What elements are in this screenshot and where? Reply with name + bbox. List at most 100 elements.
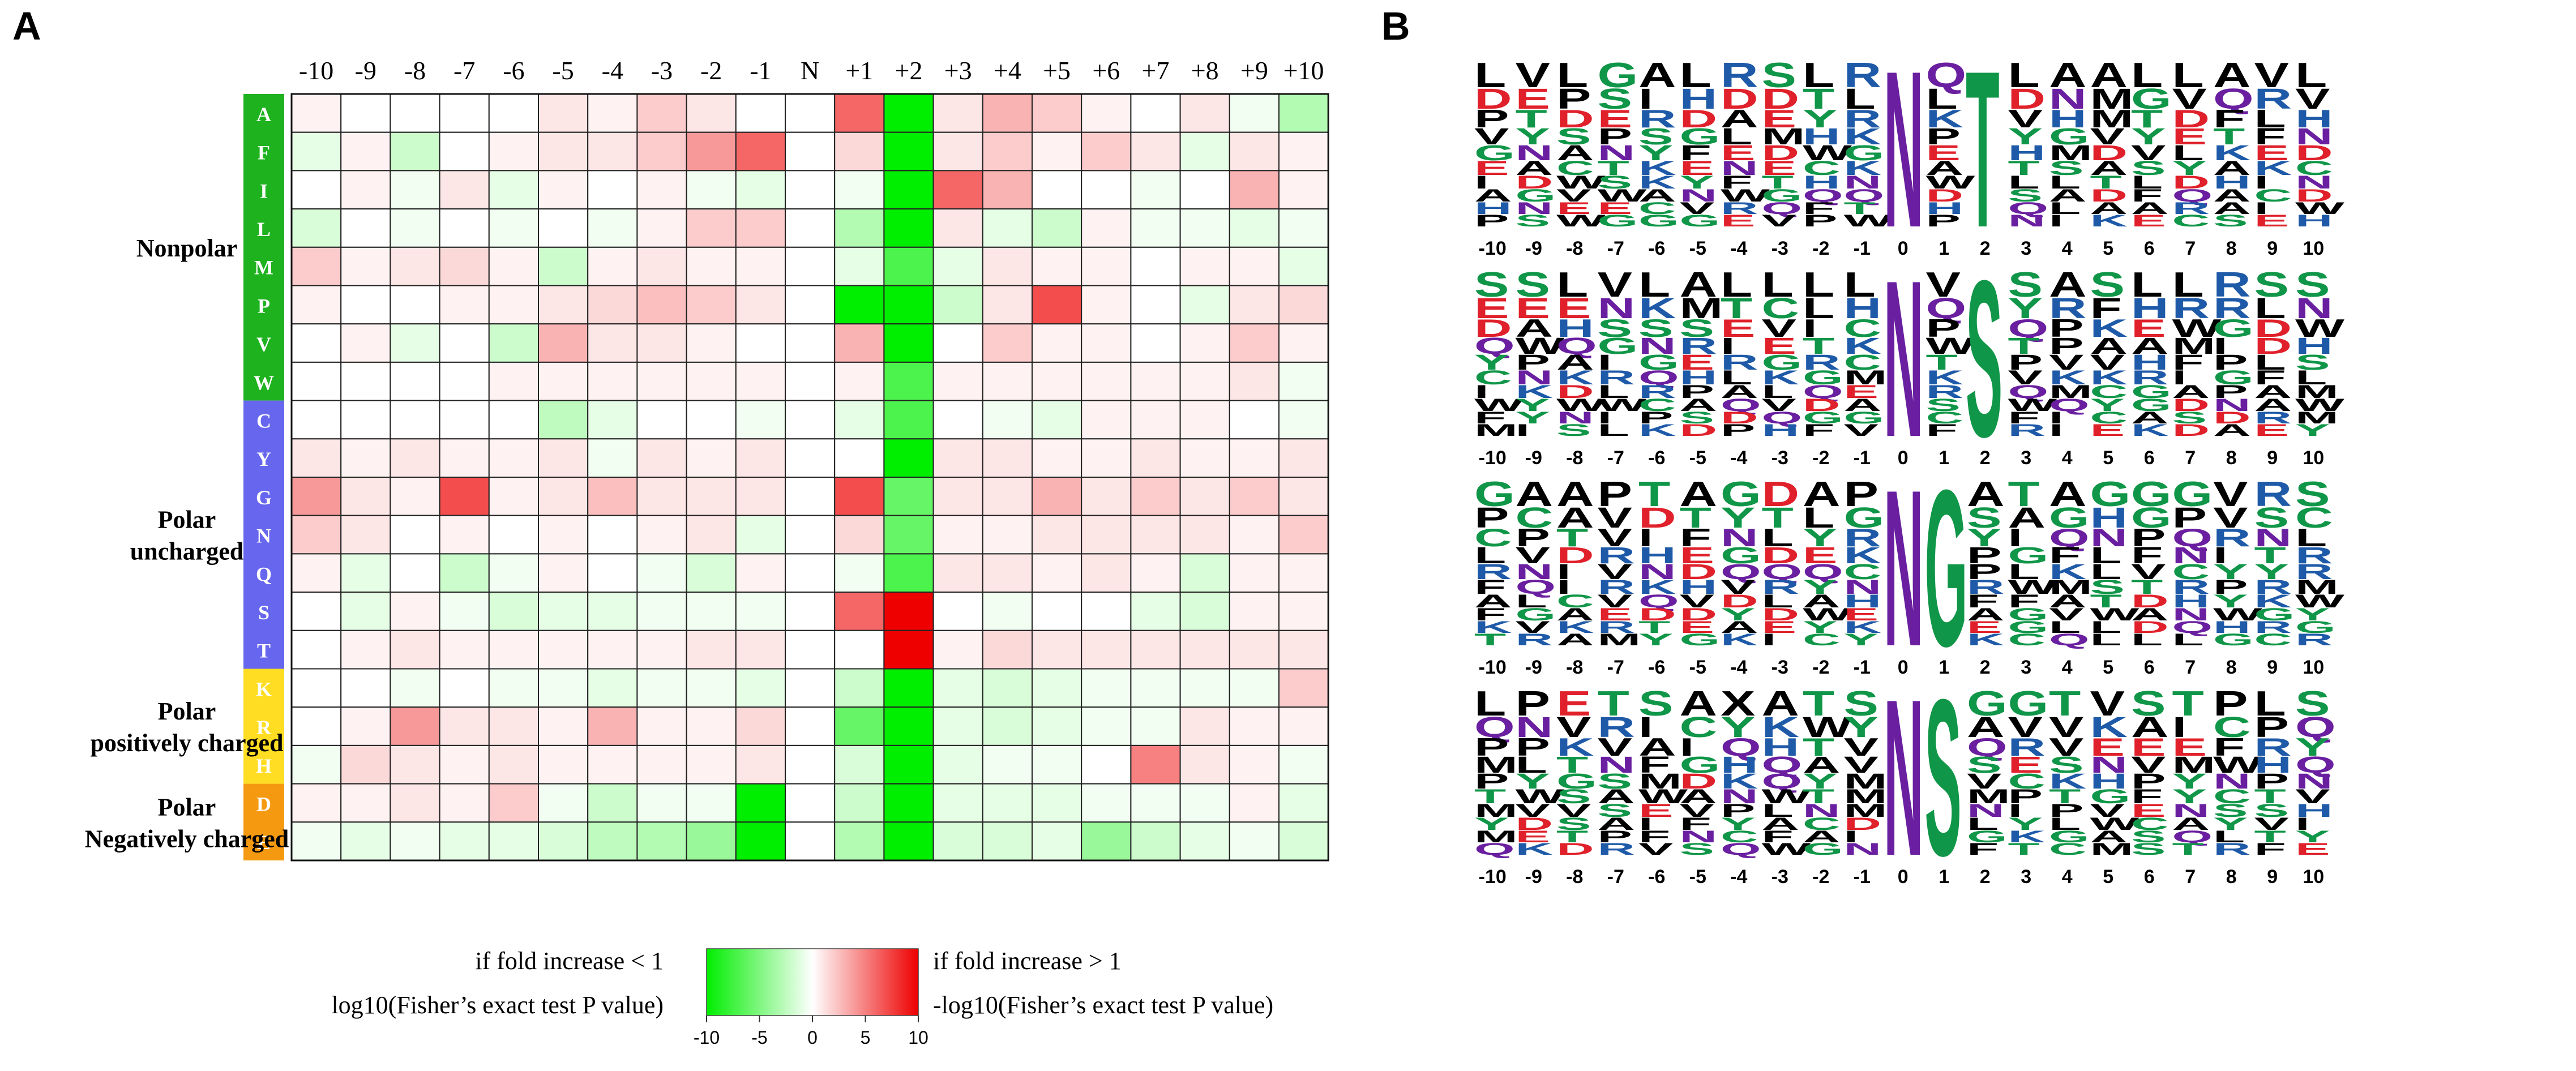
svg-text:S: S [2131, 839, 2166, 858]
heatmap-cell [340, 629, 391, 670]
logo-letter: R [1844, 524, 1882, 552]
logo-letter: W [1516, 333, 1565, 359]
heatmap-cell [932, 246, 983, 286]
logo-letter: X [1721, 684, 1755, 723]
logo-letter: N [2172, 543, 2210, 568]
logo-letter: K [1638, 421, 1676, 439]
logo-letter: H [1556, 314, 1594, 342]
logo-letter: A [2131, 408, 2169, 427]
logo-letter: P [2049, 800, 2083, 821]
logo-letter: Y [1967, 524, 2001, 552]
logo-letter: A [1556, 630, 1594, 649]
logo-letter: P [1926, 314, 1961, 342]
heatmap-cell [439, 170, 490, 210]
heatmap-cell [1278, 400, 1329, 440]
svg-text:G: G [1762, 186, 1803, 205]
logo-letter: H [1680, 82, 1718, 115]
heatmap-cell [439, 438, 490, 478]
logo-letter: H [2172, 590, 2210, 611]
logo-position-label: 8 [2226, 657, 2237, 678]
logo-letter: G [1474, 141, 1515, 165]
logo-letter: V [2172, 82, 2207, 115]
heatmap-cell [439, 744, 490, 785]
logo-letter: L [1762, 265, 1794, 305]
logo-letter: D [2172, 395, 2210, 415]
logo-letter: D [1680, 769, 1718, 793]
logo-letter: M [2090, 82, 2134, 115]
logo-letter: N [1680, 827, 1718, 846]
heatmap-cell [735, 208, 786, 248]
logo-letter: V [1474, 124, 1509, 149]
logo-letter: C [1516, 501, 1554, 534]
heatmap-cell [735, 361, 786, 401]
svg-text:T: T [1803, 82, 1834, 115]
logo-letter: H [2090, 769, 2128, 793]
heatmap-cell [636, 131, 687, 172]
svg-text:Y: Y [1680, 172, 1714, 192]
logo-letter: A [1638, 733, 1676, 761]
heatmap-cell [982, 361, 1033, 401]
heatmap-cell [735, 553, 786, 593]
svg-text:N: N [1844, 839, 1882, 858]
logo-letter: I [1803, 314, 1817, 342]
logo-letter: D [2295, 186, 2333, 205]
logo-letter: F [1638, 827, 1670, 846]
logo-letter: E [1967, 618, 2001, 636]
logo-letter: S [1516, 265, 1550, 305]
logo-letter: I [1762, 630, 1777, 649]
heatmap-cell [1229, 821, 1280, 862]
logo-letter: G [1680, 752, 1721, 778]
logo-letter: N [1638, 560, 1676, 584]
svg-text:W: W [1926, 172, 1976, 192]
logo-letter: H [2131, 350, 2169, 374]
heatmap-cell [982, 323, 1033, 363]
heatmap-cell [291, 744, 342, 785]
logo-letter: V [2131, 560, 2166, 584]
svg-text:V: V [1474, 124, 1509, 149]
svg-text:L: L [2008, 172, 2040, 192]
heatmap-cell [636, 400, 687, 440]
logo-letter: E [2131, 733, 2166, 761]
logo-position-label: -7 [1607, 657, 1624, 678]
logo-letter: K [1926, 366, 1964, 388]
logo-letter: W [1803, 710, 1852, 743]
logo-letter: E [1598, 105, 1632, 133]
logo-letter: A [2049, 590, 2087, 611]
logo-letter: K [1556, 366, 1594, 388]
logo-letter: L [1721, 366, 1752, 388]
heatmap-cell [390, 592, 440, 631]
svg-text:A: A [2049, 55, 2087, 95]
logo-letter: H [1803, 172, 1841, 192]
logo-letter: S [2213, 211, 2248, 230]
logo-letter: T [1966, 24, 2000, 274]
logo-position-label: 0 [1898, 866, 1909, 888]
logo-position-label: 1 [1939, 657, 1949, 678]
logo-letter: W [2295, 395, 2344, 415]
heatmap-cell [982, 783, 1033, 823]
heatmap-cell [1179, 131, 1230, 172]
logo-letter: E [1721, 314, 1755, 342]
logo-letter: I [1474, 172, 1489, 192]
heatmap-cell [340, 515, 391, 555]
logo-letter: Y [1803, 105, 1837, 133]
logo-letter: H [1844, 292, 1882, 324]
logo-letter: V [2213, 474, 2248, 514]
heatmap-cell [982, 246, 1033, 286]
logo-letter: N [2049, 82, 2087, 115]
logo-letter: E [1556, 684, 1591, 723]
heatmap-cell [1081, 592, 1132, 631]
heatmap-cell [883, 821, 934, 862]
logo-letter: P [1474, 501, 1509, 534]
logo-letter: W [1516, 785, 1565, 807]
logo-letter: K [2213, 141, 2251, 165]
svg-text:N: N [1516, 199, 1554, 217]
logo-letter: T [1556, 524, 1588, 552]
logo-position-label: -6 [1648, 447, 1665, 469]
heatmap-cell [488, 93, 539, 133]
logo-letter: A [2172, 381, 2210, 402]
svg-text:I: I [2049, 211, 2064, 230]
heatmap-cell [538, 515, 589, 555]
logo-letter: N [1721, 157, 1758, 179]
logo-letter: Y [1803, 524, 1837, 552]
logo-letter: L [1680, 55, 1711, 95]
